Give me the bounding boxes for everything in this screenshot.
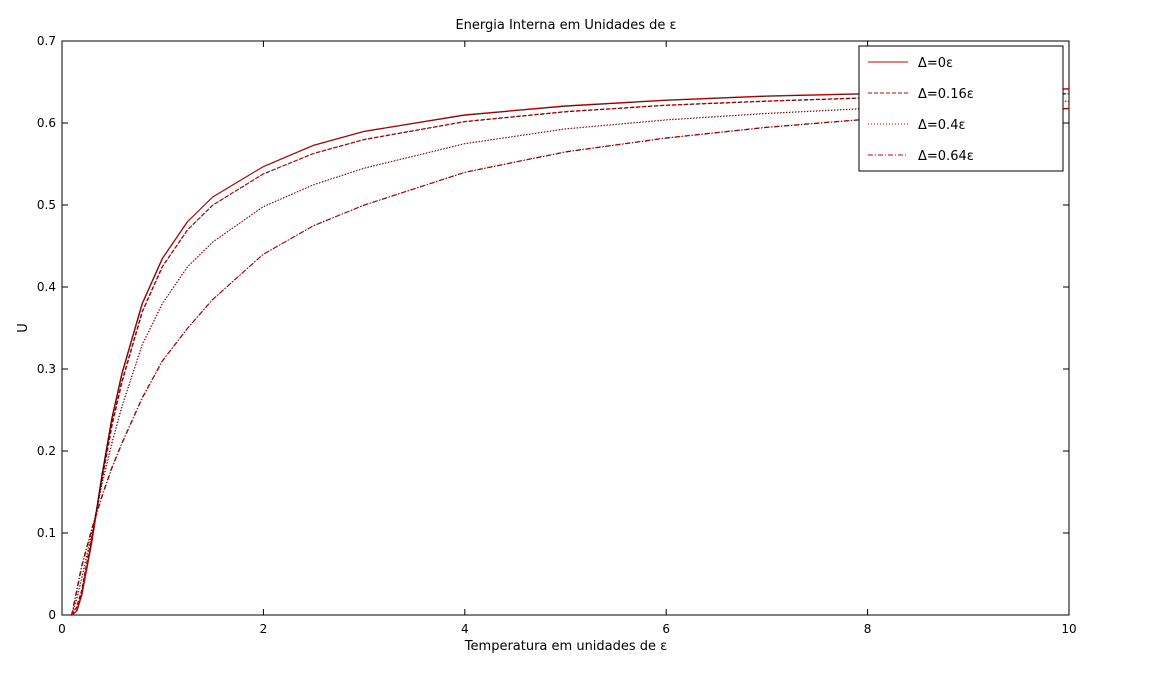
legend-box xyxy=(858,45,1064,172)
y-tick-label: 0.5 xyxy=(37,198,56,212)
y-tick-label: 0.7 xyxy=(37,34,56,48)
y-tick-label: 0.1 xyxy=(37,526,56,540)
series-line-2 xyxy=(71,93,1070,616)
x-tick-label: 0 xyxy=(58,622,66,636)
y-axis-title: U xyxy=(16,323,31,333)
legend: Δ=0ε Δ=0.16ε Δ=0.4ε Δ=0.64ε xyxy=(858,45,1064,172)
y-tick-label: 0.4 xyxy=(37,280,56,294)
x-tick-label: 6 xyxy=(662,622,670,636)
legend-label-1: Δ=0ε xyxy=(918,56,953,71)
x-tick-label: 2 xyxy=(260,622,268,636)
series-line-3-shadow xyxy=(71,100,1069,616)
x-axis-title: Temperatura em unidades de ε xyxy=(464,639,667,654)
series-group xyxy=(71,88,1070,616)
legend-label-3: Δ=0.4ε xyxy=(918,118,966,133)
y-tick-label: 0.3 xyxy=(37,362,56,376)
x-tick-label: 8 xyxy=(864,622,872,636)
series-line-4 xyxy=(71,107,1070,616)
plot-frame xyxy=(61,40,1070,616)
x-tick-label: 10 xyxy=(1061,622,1076,636)
series-line-2-shadow xyxy=(71,93,1069,616)
legend-items: Δ=0ε Δ=0.16ε Δ=0.4ε Δ=0.64ε xyxy=(868,56,974,164)
y-tick-label: 0 xyxy=(48,608,56,622)
y-tick-label: 0.2 xyxy=(37,444,56,458)
legend-label-2: Δ=0.16ε xyxy=(918,87,974,102)
x-tick-label: 4 xyxy=(461,622,469,636)
series-line-4-shadow xyxy=(71,108,1069,616)
y-axis-ticks: 0 0.1 0.2 0.3 0.4 0.5 0.6 0.7 xyxy=(37,34,1069,622)
plot-area: 0 2 4 6 8 10 0 0.1 0.2 0.3 0.4 0.5 0.6 0.7 xyxy=(37,34,1077,636)
chart-title: Energia Interna em Unidades de ε xyxy=(455,18,676,33)
legend-label-4: Δ=0.64ε xyxy=(918,149,974,164)
series-line-3 xyxy=(71,100,1070,616)
y-tick-label: 0.6 xyxy=(37,116,56,130)
